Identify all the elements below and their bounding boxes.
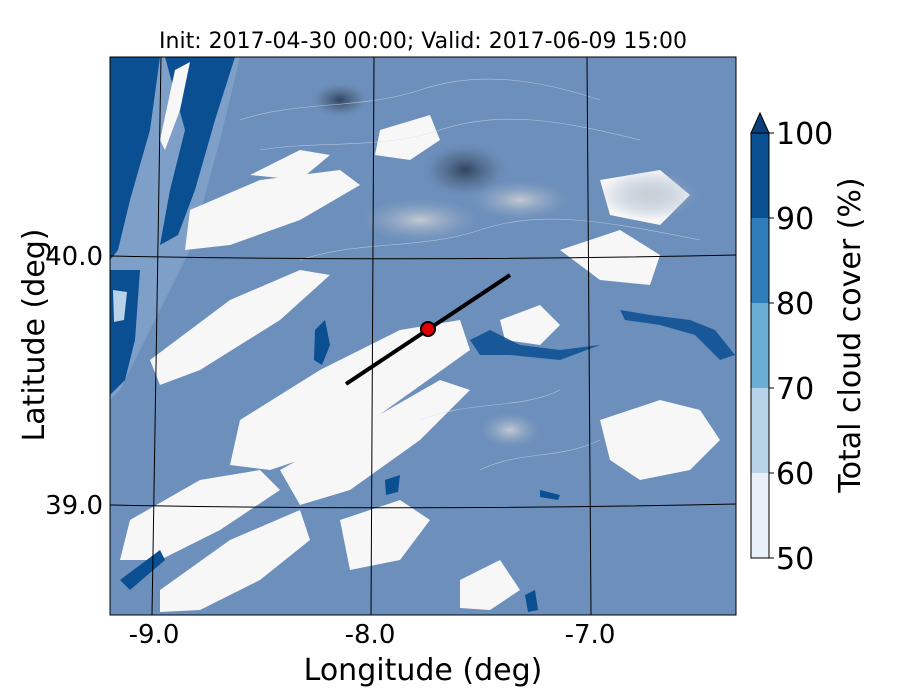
dense-streak-6 <box>385 475 400 495</box>
grey-cloud-4 <box>480 412 540 448</box>
dense-streak-4 <box>120 550 165 590</box>
colorbar-tick-label: 60 <box>776 457 814 492</box>
meridian-neg7 <box>586 56 592 616</box>
colorbar-label: Total cloud cover (%) <box>833 177 868 493</box>
grey-cloud-1 <box>360 198 480 242</box>
grey-cloud-2 <box>470 180 570 220</box>
clear-streak-6 <box>280 380 470 505</box>
parallel-40 <box>109 254 737 260</box>
dense-streak-2 <box>620 310 735 360</box>
dense-orographic-cloud <box>420 142 510 198</box>
terrain-contours <box>239 78 701 471</box>
parallel-39 <box>109 503 737 509</box>
colorbar-tick-label: 90 <box>776 202 814 237</box>
y-axis-label: Latitude (deg) <box>17 229 52 442</box>
x-tick-label: -8.0 <box>345 620 396 650</box>
clear-patch-4 <box>600 400 720 480</box>
clear-streak-8 <box>160 510 310 612</box>
y-tick-label: 39.0 <box>45 491 103 521</box>
clear-streak-4 <box>250 150 330 180</box>
graticule <box>109 56 737 616</box>
x-tick-label: -9.0 <box>129 620 180 650</box>
colorbar: 50 60 70 80 90 100 Total cloud cover (%) <box>750 111 868 577</box>
clear-streak-7 <box>120 470 280 560</box>
colorbar-band <box>751 388 769 473</box>
y-tick-label: 40.0 <box>45 242 103 272</box>
x-tick-label: -7.0 <box>565 620 616 650</box>
site-marker <box>420 321 436 337</box>
colorbar-extend-arrow <box>750 111 770 134</box>
cloud-cover-field <box>110 57 736 615</box>
clear-patch-5 <box>460 560 520 610</box>
colorbar-band <box>751 218 769 303</box>
map-frame <box>109 56 737 616</box>
y-axis: 40.0 39.0 Latitude (deg) <box>17 229 103 521</box>
orographic-cloud-2 <box>310 82 370 118</box>
colorbar-tick-label: 80 <box>776 287 814 322</box>
colorbar-tick-label: 100 <box>776 117 833 152</box>
colorbar-band <box>751 133 769 218</box>
map-title: Init: 2017-04-30 00:00; Valid: 2017-06-0… <box>159 29 687 54</box>
clear-patch-6 <box>375 115 440 160</box>
grey-cloud-3 <box>600 170 700 220</box>
dense-streak-1 <box>470 330 600 360</box>
colorbar-tick-label: 50 <box>776 542 814 577</box>
colorbar-band <box>751 303 769 388</box>
clear-streak-3 <box>185 170 360 250</box>
dense-cloud-coast <box>110 57 160 260</box>
colorbar-tick-label: 70 <box>776 372 814 407</box>
colorbar-band <box>751 473 769 558</box>
cloud-patch <box>113 290 127 322</box>
clear-streak-2 <box>150 270 330 385</box>
x-axis: -9.0 -8.0 -7.0 Longitude (deg) <box>129 620 616 688</box>
clear-streak-1 <box>160 62 190 150</box>
dense-streak-7 <box>525 590 538 612</box>
colorbar-frame <box>750 132 770 559</box>
meridian-neg9 <box>151 56 162 616</box>
clear-patch-7 <box>500 305 560 345</box>
clear-patch-1 <box>340 500 430 570</box>
x-axis-label: Longitude (deg) <box>304 653 543 688</box>
meridian-neg8 <box>370 56 375 616</box>
dense-streak-5 <box>540 490 560 500</box>
dense-streak-3 <box>314 320 330 365</box>
clear-streak-5 <box>230 320 470 470</box>
